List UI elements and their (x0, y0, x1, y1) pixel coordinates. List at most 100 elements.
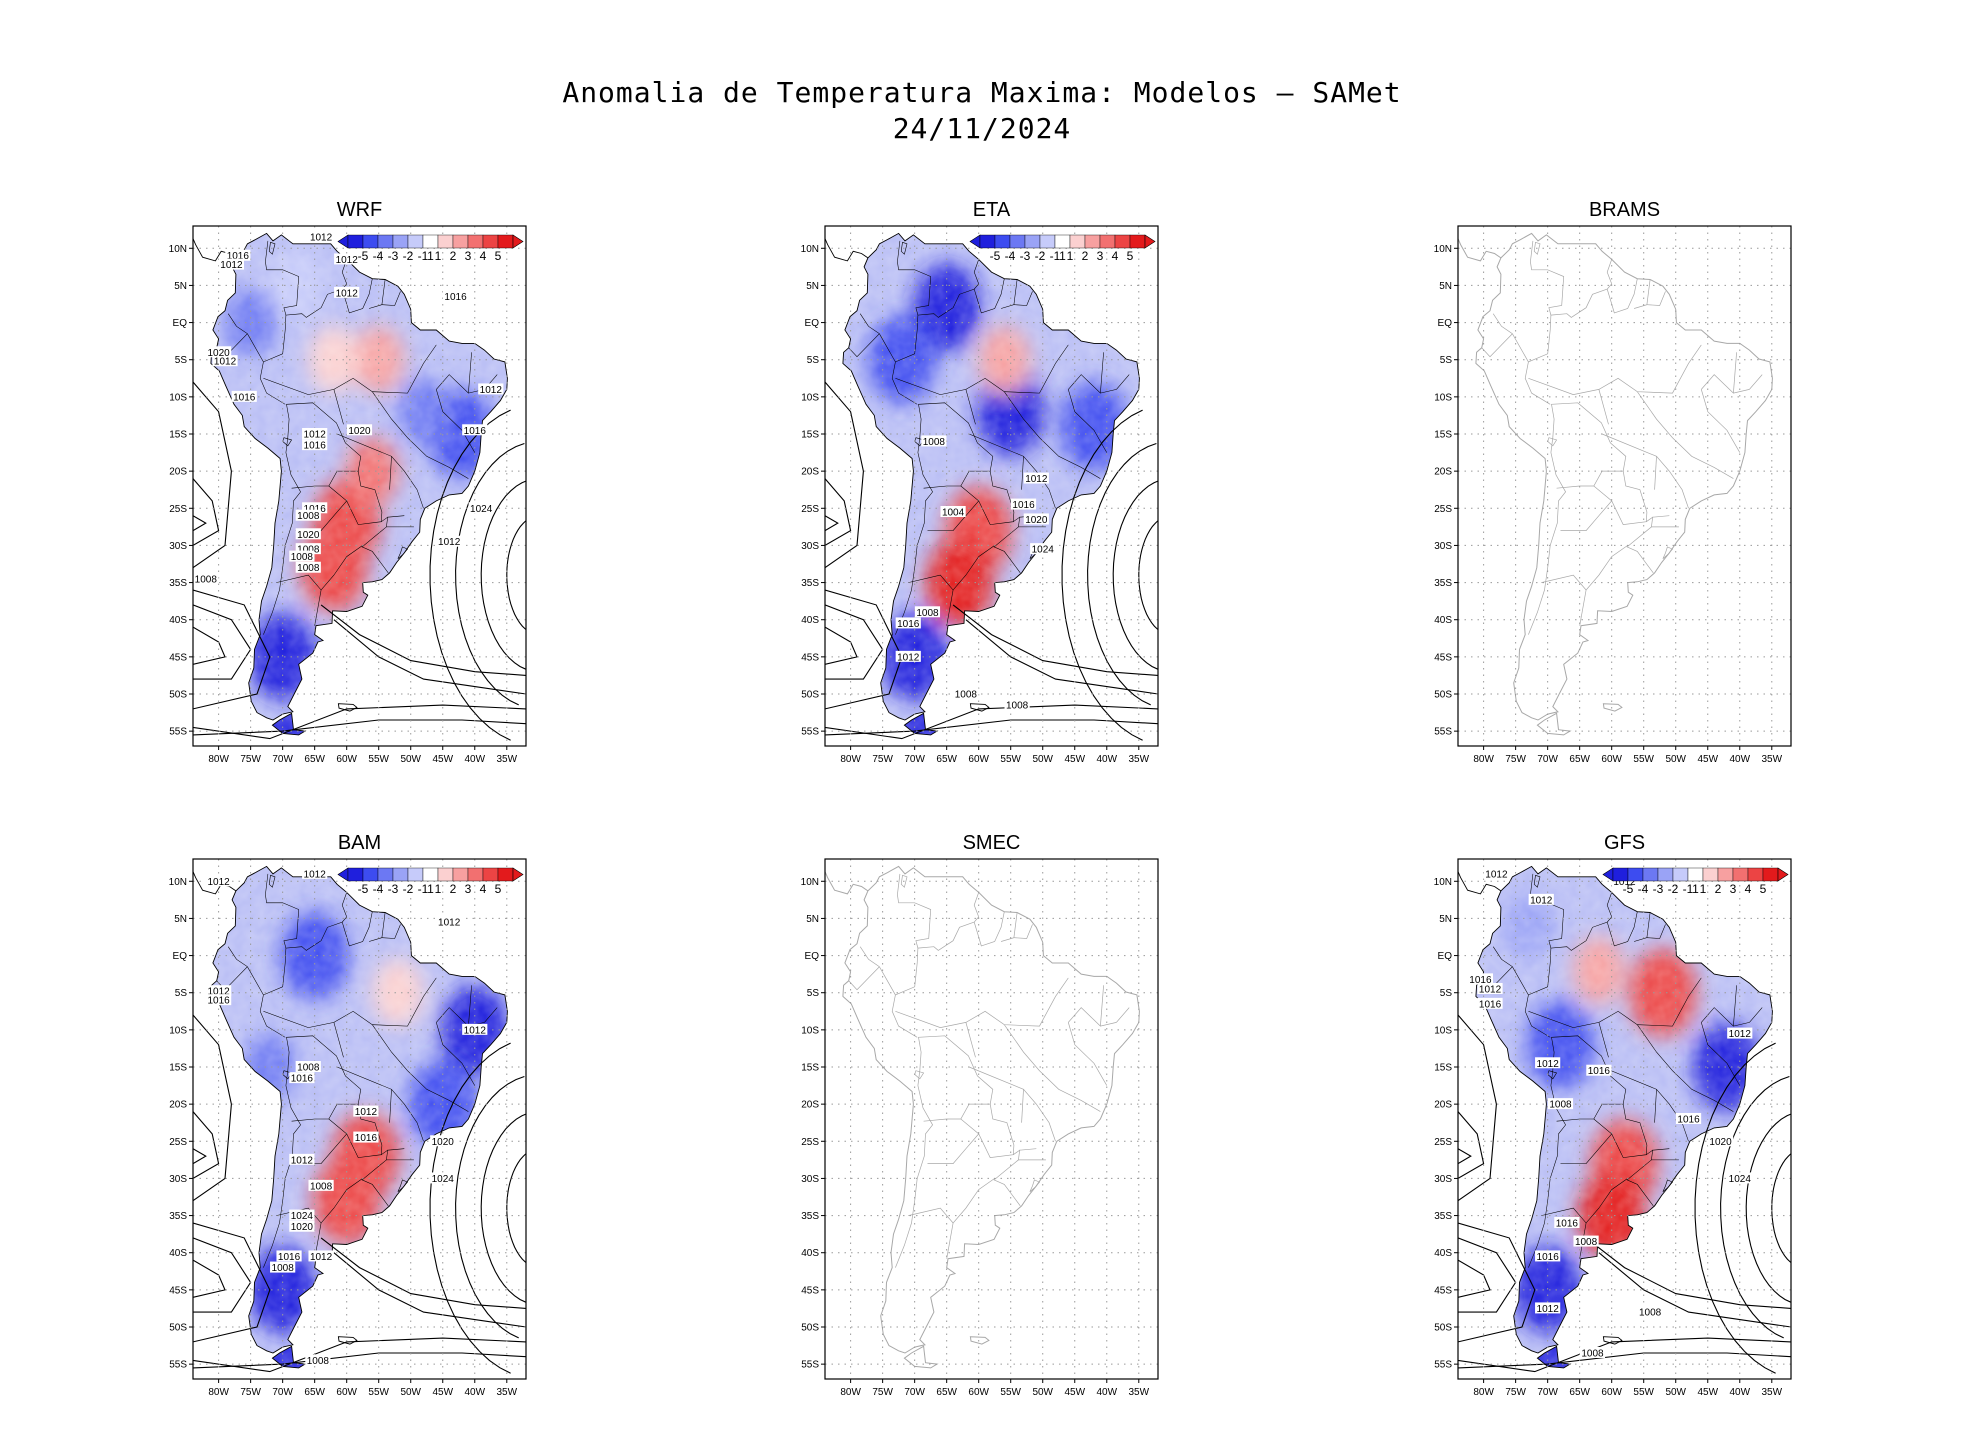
isobar-label: 1020 (291, 1222, 314, 1233)
isobar-label-bg (1030, 543, 1056, 555)
coastline (1475, 232, 1773, 721)
lat-label: 45S (169, 1285, 187, 1296)
isobar-label: 1020 (297, 530, 320, 541)
border (895, 1085, 934, 1268)
isobar-label: 1024 (1032, 545, 1055, 556)
colorbar-label: -4 (1005, 249, 1016, 263)
lon-label: 55W (1000, 1387, 1021, 1398)
border (1524, 283, 1612, 405)
isobar-line (1598, 1252, 1791, 1328)
isobar-label-bg (430, 1172, 456, 1184)
isobar-label-bg (1023, 472, 1049, 484)
lat-label: 15S (1434, 430, 1452, 441)
isobar-label: 1012 (291, 1155, 314, 1166)
lon-label: 70W (272, 754, 293, 765)
lake (1533, 241, 1541, 255)
lon-label: 40W (464, 1387, 485, 1398)
border (1528, 344, 1702, 395)
figure-title-line1: Anomalia de Temperatura Maxima: Modelos … (562, 76, 1402, 109)
border (341, 911, 373, 947)
lon-label: 55W (368, 754, 389, 765)
isobar-label-bg (295, 561, 321, 573)
isobar-label: 1008 (297, 511, 320, 522)
colorbar-label: -1 (1683, 882, 1694, 896)
lat-label: 5S (1440, 355, 1453, 366)
lat-label: 25S (801, 1137, 819, 1148)
panel-title: BAM (338, 832, 381, 854)
isobar-line (825, 604, 884, 680)
isobar-label: 1016 (1479, 999, 1502, 1010)
border (1637, 1024, 1734, 1112)
lat-label: 35S (1434, 578, 1452, 589)
map-panel-brams: 10N 5N EQ 5S 10S 15S 20S 25S 30S 35S 40S 45S 50S 55S 8… (1434, 199, 1792, 765)
isobar-label: 1024 (432, 1174, 455, 1185)
isobar-line (1087, 442, 1157, 706)
isobar-label: 1012 (207, 877, 230, 888)
isobar-label-bg (478, 383, 504, 395)
isobar-label: 1016 (278, 1252, 301, 1263)
panel-title: GFS (1604, 832, 1645, 854)
colorbar-swatch (1762, 867, 1779, 882)
border (1528, 1085, 1566, 1268)
isobar-label-bg (1675, 1113, 1702, 1124)
border (993, 1149, 1021, 1207)
border (341, 892, 347, 917)
isobar-label-bg (305, 1354, 331, 1366)
lat-label: 50S (1434, 1323, 1452, 1334)
colorbar-label: 2 (1082, 249, 1089, 263)
lat-label: 40S (801, 1248, 819, 1259)
lon-label: 60W (336, 1387, 357, 1398)
panel-frame (824, 225, 1159, 747)
isobar-label: 1012 (438, 918, 461, 929)
colorbar-label: -5 (358, 249, 369, 263)
isobar-line (1771, 1152, 1791, 1264)
isobar-line (825, 626, 858, 665)
lon-label: 35W (497, 754, 518, 765)
lat-label: 55S (169, 1360, 187, 1371)
border (1560, 500, 1612, 531)
colorbar-label: 3 (1097, 249, 1104, 263)
lat-label: 10N (1434, 877, 1452, 888)
lat-label: 30S (169, 541, 187, 552)
lon-label: 35W (1129, 754, 1150, 765)
isobar-label: 1012 (480, 385, 503, 396)
lat-label: 30S (1434, 541, 1452, 552)
isobar-label-bg (462, 424, 488, 436)
colorbar-swatch (392, 234, 409, 249)
isobar-line (506, 519, 526, 631)
border (1601, 1066, 1689, 1142)
colorbar-swatch (467, 867, 484, 882)
isobar-line (193, 1111, 220, 1179)
isobar-label-bg (1483, 867, 1510, 879)
lake (282, 437, 293, 447)
isobar-label: 1008 (297, 1063, 320, 1074)
border (276, 574, 322, 591)
isobar-label: 1016 (1677, 1115, 1700, 1126)
lat-label: 20S (801, 467, 819, 478)
isobar-label: 1008 (310, 1181, 333, 1192)
border (908, 1207, 954, 1224)
colorbar-label: 1 (1692, 882, 1699, 896)
colorbar-label: 1 (1059, 249, 1066, 263)
border (1701, 1022, 1741, 1086)
isobar-label-bg (468, 502, 494, 514)
lon-label: 35W (1762, 754, 1783, 765)
isobar-label-bg (289, 1153, 315, 1165)
anomaly-field (842, 233, 1140, 735)
isobar-label: 1016 (304, 441, 327, 452)
lat-label: 5S (807, 988, 820, 999)
lat-label: 15S (801, 1063, 819, 1074)
isobar-label: 1020 (432, 1137, 455, 1148)
border (1560, 1133, 1612, 1164)
isobar-line (193, 1148, 207, 1165)
border (276, 1207, 322, 1224)
lat-label: 50S (169, 690, 187, 701)
isobar-label-bg (1707, 1135, 1734, 1147)
isobar-label-bg (231, 390, 257, 402)
lat-label: 50S (1434, 690, 1452, 701)
lon-label: 50W (400, 754, 421, 765)
isobar-label: 1012 (464, 1025, 487, 1036)
lon-label: 50W (400, 1387, 421, 1398)
isobar-label: 1012 (1729, 1029, 1752, 1040)
